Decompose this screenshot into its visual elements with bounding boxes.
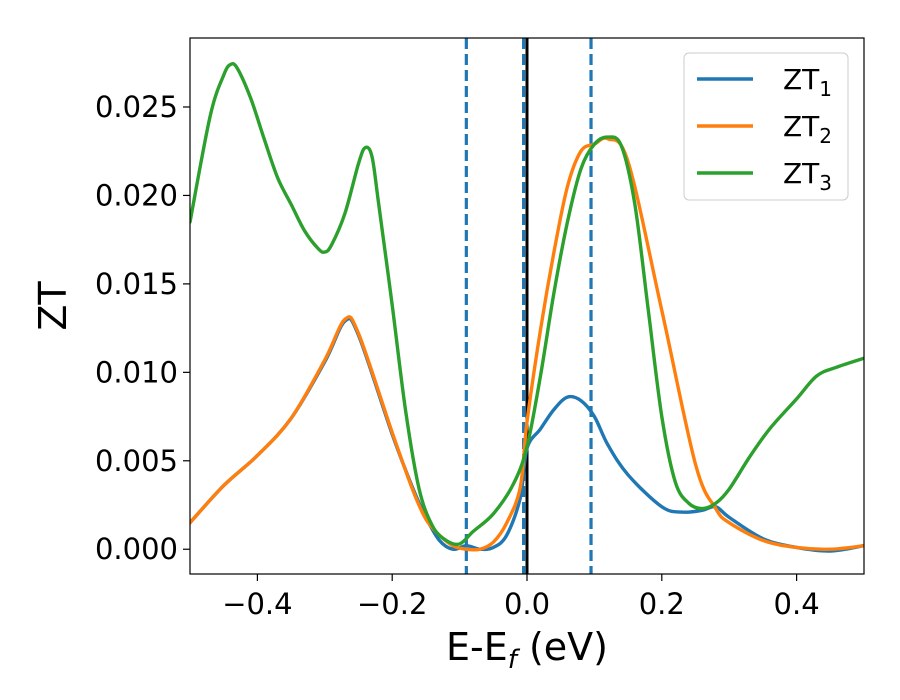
legend-label-zt3: ZT3: [783, 157, 832, 195]
vertical-reference-lines: [464, 38, 593, 574]
x-axis-label: E-Ef (eV): [446, 625, 608, 675]
legend: ZT1 ZT2 ZT3: [683, 52, 849, 201]
legend-label-zt1: ZT1: [783, 63, 832, 101]
y-axis-ticks: 0.000 0.005 0.010 0.015 0.020 0.025: [95, 90, 190, 566]
y-axis-label: ZT: [31, 281, 75, 331]
legend-label-zt2: ZT2: [783, 110, 832, 148]
y-tick-label: 0.015: [95, 267, 178, 301]
series-line-zt3: [190, 61, 864, 547]
x-tick-label: 0.4: [774, 587, 820, 621]
x-tick-label: 0.0: [504, 587, 550, 621]
y-tick-label: 0.010: [95, 355, 178, 389]
y-tick-label: 0.025: [95, 90, 178, 124]
y-tick-label: 0.000: [95, 532, 178, 566]
x-tick-label: −0.2: [357, 587, 427, 621]
x-axis-ticks: −0.4 −0.2 0.0 0.2 0.4: [222, 574, 820, 621]
legend-box: [683, 52, 849, 201]
series-lines: [190, 61, 864, 553]
x-tick-label: −0.4: [222, 587, 292, 621]
y-tick-label: 0.005: [95, 444, 178, 478]
y-tick-label: 0.020: [95, 178, 178, 212]
x-tick-label: 0.2: [639, 587, 685, 621]
